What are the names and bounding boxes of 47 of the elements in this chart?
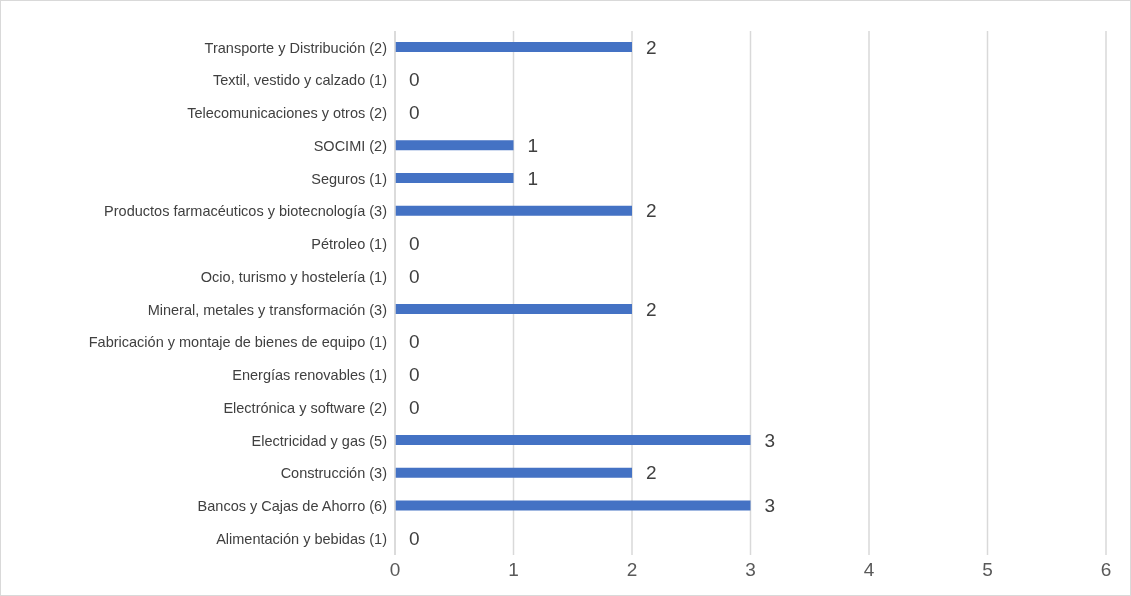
data-label: 0	[409, 102, 420, 123]
y-tick-label: Seguros (1)	[311, 170, 387, 187]
data-label: 2	[646, 36, 657, 58]
data-label: 2	[646, 298, 657, 320]
y-tick-label: Fabricación y montaje de bienes de equipo (1)	[88, 334, 387, 351]
data-label: 3	[764, 429, 776, 451]
bar	[395, 304, 632, 314]
y-tick-label: Mineral, metales y transformación (3)	[147, 301, 387, 318]
data-label: 2	[646, 200, 657, 222]
data-label: 1	[527, 167, 539, 189]
x-tick-label: 1	[508, 559, 519, 581]
y-tick-label: Energías renovables (1)	[232, 367, 387, 384]
data-label: 0	[409, 364, 420, 385]
data-label: 0	[409, 69, 420, 91]
data-label: 0	[409, 265, 420, 287]
data-label: 2	[646, 462, 657, 484]
x-tick-label: 2	[626, 559, 638, 581]
y-tick-label: Electricidad y gas (5)	[251, 432, 387, 449]
y-tick-label: Construcción (3)	[280, 465, 387, 482]
y-tick-label: Ocio, turismo y hostelería (1)	[200, 268, 387, 285]
bar	[395, 42, 632, 52]
x-tick-label: 5	[982, 559, 993, 581]
data-label: 0	[409, 396, 420, 418]
x-tick-label: 4	[863, 559, 875, 581]
bar	[395, 435, 751, 445]
y-tick-label: Electrónica y software (2)	[223, 399, 387, 416]
data-label: 3	[764, 495, 776, 516]
y-tick-label: Textil, vestido y calzado (1)	[212, 72, 387, 89]
x-tick-label: 0	[389, 559, 401, 581]
bar	[395, 500, 751, 511]
y-tick-label: Productos farmacéuticos y biotecnología (3)	[104, 203, 387, 220]
data-label: 1	[527, 134, 539, 156]
data-label: 0	[409, 527, 420, 549]
bar	[395, 467, 632, 478]
x-tick-label: 6	[1100, 559, 1112, 581]
data-label: 0	[409, 331, 420, 353]
y-tick-label: Bancos y Cajas de Ahorro (6)	[197, 498, 387, 515]
y-tick-label: Pétroleo (1)	[311, 236, 387, 253]
bar	[395, 140, 514, 151]
bar	[395, 173, 514, 183]
data-label: 0	[409, 233, 420, 254]
y-tick-label: Alimentación y bebidas (1)	[216, 530, 387, 547]
y-tick-label: SOCIMI (2)	[313, 137, 387, 154]
y-tick-label: Telecomunicaciones y otros (2)	[187, 105, 387, 122]
x-tick-label: 3	[745, 559, 756, 581]
y-tick-label: Transporte y Distribución (2)	[204, 39, 387, 56]
bar	[395, 205, 632, 216]
